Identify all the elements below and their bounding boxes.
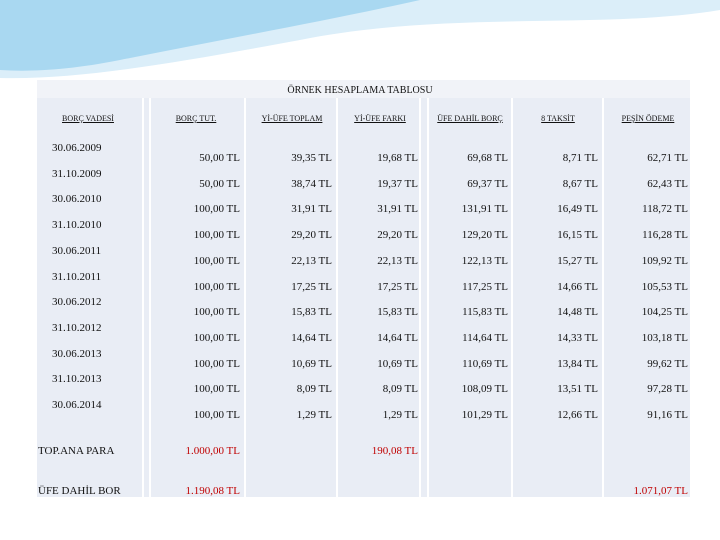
footer-label: TOP.ANA PARA bbox=[38, 445, 115, 457]
date-cell: 30.06.2011 bbox=[52, 244, 102, 257]
date-cell: 30.06.2013 bbox=[52, 347, 102, 360]
value-cell: 118,72 TL bbox=[642, 203, 688, 216]
date-cell: 31.10.2010 bbox=[52, 219, 102, 232]
value-cell: 62,43 TL bbox=[647, 177, 688, 190]
column-header: Yİ-ÜFE FARKI bbox=[354, 114, 406, 123]
footer-value: 1.071,07 TL bbox=[633, 485, 689, 497]
value-cell: 19,68 TL bbox=[377, 152, 418, 164]
value-cell: 16,15 TL bbox=[557, 229, 598, 242]
value-cell: 1,29 TL bbox=[296, 409, 332, 421]
column-header: Yİ-ÜFE TOPLAM bbox=[261, 114, 323, 123]
date-cell: 31.10.2011 bbox=[52, 270, 102, 283]
value-cell: 8,67 TL bbox=[562, 177, 598, 190]
table-bg bbox=[37, 80, 690, 497]
footer-value: 190,08 TL bbox=[371, 445, 418, 457]
value-cell: 12,66 TL bbox=[557, 409, 598, 421]
value-cell: 101,29 TL bbox=[461, 409, 508, 421]
column-header: ÜFE DAHİL BORÇ bbox=[437, 114, 503, 123]
table-title: ÖRNEK HESAPLAMA TABLOSU bbox=[287, 85, 433, 96]
value-cell: 115,83 TL bbox=[462, 306, 508, 319]
value-cell: 8,09 TL bbox=[382, 383, 418, 396]
value-cell: 131,91 TL bbox=[461, 203, 508, 216]
column-separators bbox=[142, 98, 604, 497]
column-header: PEŞİN ÖDEME bbox=[621, 114, 675, 123]
value-cell: 15,27 TL bbox=[557, 254, 598, 267]
column-header: 8 TAKSİT bbox=[541, 114, 575, 123]
value-cell: 117,25 TL bbox=[462, 280, 508, 293]
value-cell: 29,20 TL bbox=[291, 229, 332, 242]
value-cell: 100,00 TL bbox=[193, 331, 240, 344]
date-cell: 31.10.2013 bbox=[52, 373, 102, 386]
value-cell: 91,16 TL bbox=[647, 409, 688, 421]
value-cell: 104,25 TL bbox=[641, 306, 688, 319]
value-cell: 116,28 TL bbox=[642, 229, 688, 242]
value-cell: 50,00 TL bbox=[199, 177, 240, 190]
value-cell: 62,71 TL bbox=[647, 152, 688, 164]
value-cell: 100,00 TL bbox=[193, 409, 240, 421]
date-cell: 31.10.2009 bbox=[52, 167, 102, 180]
value-cell: 22,13 TL bbox=[291, 254, 332, 267]
value-cell: 8,09 TL bbox=[296, 383, 332, 396]
value-cell: 100,00 TL bbox=[193, 203, 240, 216]
value-cell: 100,00 TL bbox=[193, 306, 240, 319]
date-cell: 30.06.2010 bbox=[52, 193, 102, 206]
value-cell: 10,69 TL bbox=[291, 357, 332, 370]
value-cell: 14,64 TL bbox=[377, 331, 418, 344]
date-cell: 30.06.2012 bbox=[52, 296, 102, 309]
value-cell: 99,62 TL bbox=[647, 357, 688, 370]
value-cell: 17,25 TL bbox=[377, 280, 418, 293]
value-cell: 13,51 TL bbox=[557, 383, 598, 396]
value-cell: 15,83 TL bbox=[377, 306, 418, 319]
column-header: BORÇ VADESİ bbox=[62, 114, 114, 123]
value-cell: 100,00 TL bbox=[193, 280, 240, 293]
value-cell: 1,29 TL bbox=[382, 409, 418, 421]
value-cell: 114,64 TL bbox=[462, 331, 508, 344]
value-cell: 10,69 TL bbox=[377, 357, 418, 370]
value-cell: 110,69 TL bbox=[462, 357, 508, 370]
value-cell: 38,74 TL bbox=[291, 177, 332, 190]
value-cell: 108,09 TL bbox=[461, 383, 508, 396]
value-cell: 14,66 TL bbox=[557, 280, 598, 293]
value-cell: 14,64 TL bbox=[291, 331, 332, 344]
value-cell: 8,71 TL bbox=[562, 152, 598, 164]
value-cell: 129,20 TL bbox=[461, 229, 508, 242]
value-cell: 16,49 TL bbox=[557, 203, 598, 216]
value-cell: 105,53 TL bbox=[641, 280, 688, 293]
value-cell: 39,35 TL bbox=[291, 152, 332, 164]
value-cell: 50,00 TL bbox=[199, 152, 240, 164]
value-cell: 97,28 TL bbox=[647, 383, 688, 396]
value-cell: 100,00 TL bbox=[193, 383, 240, 396]
value-cell: 15,83 TL bbox=[291, 306, 332, 319]
value-cell: 100,00 TL bbox=[193, 254, 240, 267]
value-cell: 13,84 TL bbox=[557, 357, 598, 370]
date-cell: 31.10.2012 bbox=[52, 321, 102, 334]
footer-value: 1.000,00 TL bbox=[185, 445, 241, 457]
date-cell: 30.06.2014 bbox=[52, 399, 102, 411]
value-cell: 14,48 TL bbox=[557, 306, 598, 319]
value-cell: 69,37 TL bbox=[467, 177, 508, 190]
value-cell: 22,13 TL bbox=[377, 254, 418, 267]
date-cell: 30.06.2009 bbox=[52, 142, 102, 154]
value-cell: 100,00 TL bbox=[193, 357, 240, 370]
value-cell: 14,33 TL bbox=[557, 331, 598, 344]
value-cell: 103,18 TL bbox=[641, 331, 688, 344]
footer-label: ÜFE DAHİL BOR bbox=[38, 485, 121, 497]
value-cell: 69,68 TL bbox=[467, 152, 508, 164]
value-cell: 100,00 TL bbox=[193, 229, 240, 242]
value-cell: 31,91 TL bbox=[291, 203, 332, 216]
value-cell: 31,91 TL bbox=[377, 203, 418, 216]
column-header: BORÇ TUT. bbox=[175, 114, 217, 123]
title-band bbox=[37, 80, 690, 98]
value-cell: 122,13 TL bbox=[461, 254, 508, 267]
footer-value: 1.190,08 TL bbox=[185, 485, 241, 497]
value-cell: 17,25 TL bbox=[291, 280, 332, 293]
value-cell: 109,92 TL bbox=[641, 254, 688, 267]
wave bbox=[0, 0, 420, 71]
value-cell: 29,20 TL bbox=[377, 229, 418, 242]
value-cell: 19,37 TL bbox=[377, 177, 418, 190]
